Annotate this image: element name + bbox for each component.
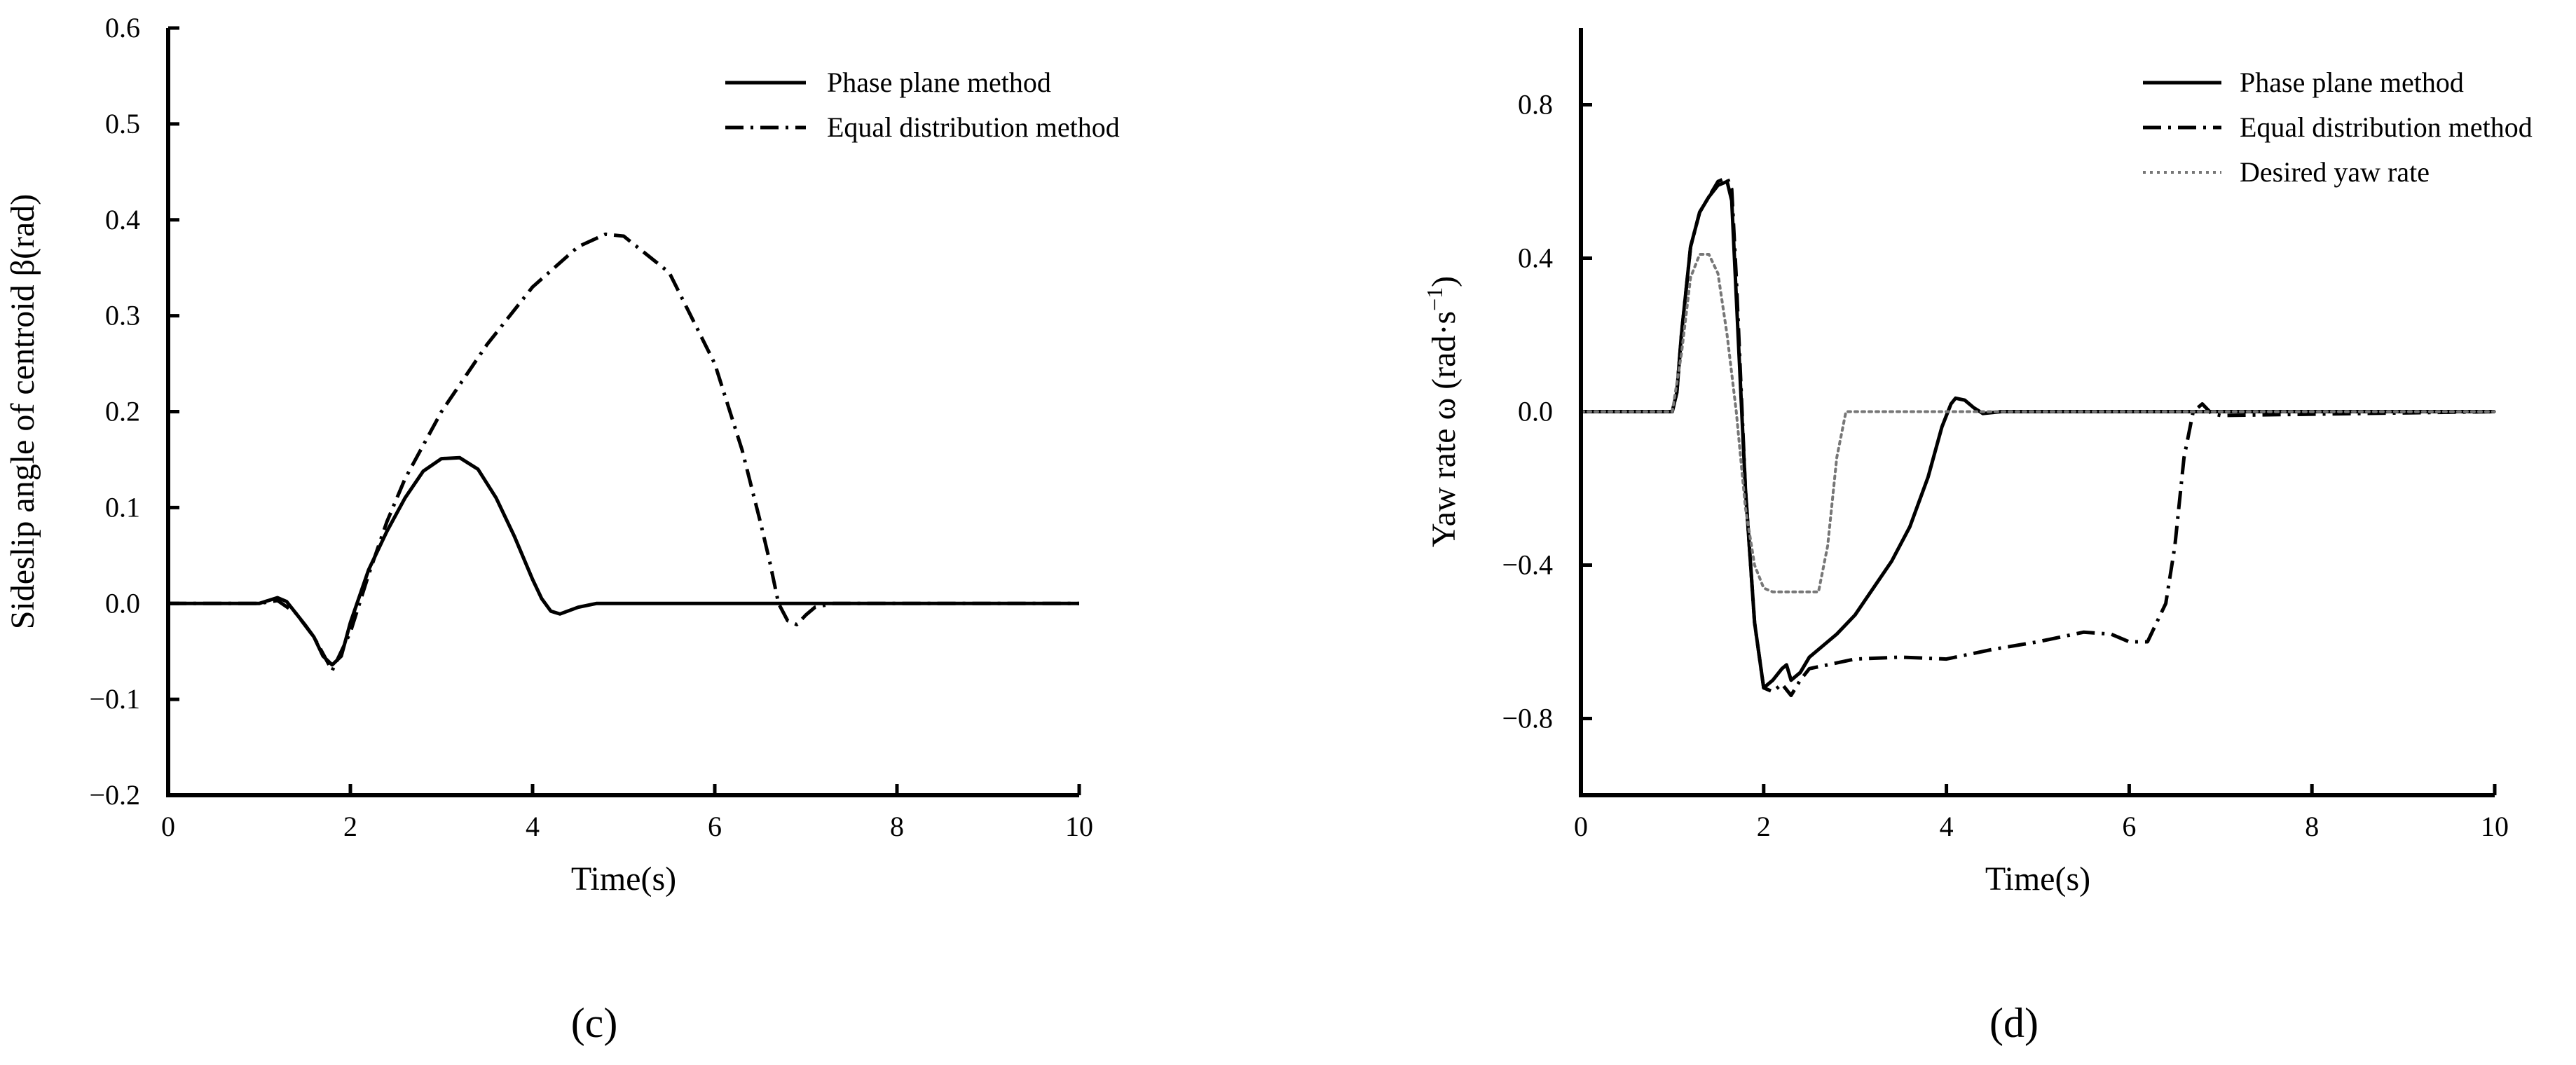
panel-c-x-tick-label: 8: [890, 811, 904, 842]
panel-c-x-tick-label: 0: [161, 811, 175, 842]
panel-d-legend: Phase plane method Equal distribution met…: [2143, 67, 2533, 188]
panel-d-legend-label: Equal distribution method: [2240, 111, 2533, 143]
panel-c-legend-label: Phase plane method: [827, 67, 1051, 98]
panel-c-series: [168, 232, 1079, 673]
panel-c-x-tick-label: 6: [708, 811, 722, 842]
panel-d-x-tick-label: 4: [1940, 811, 1954, 842]
panel-c-label: (c): [571, 1000, 618, 1046]
panel-d-x-tick-label: 0: [1574, 811, 1588, 842]
chart-panel-c: −0.2 −0.1 0.0 0.1 0.2 0.3 0.4 0.5 0.6 0 2 4 6 8 10 Tim…: [4, 12, 1120, 1046]
panel-c-x-axis-label: Time(s): [571, 860, 676, 898]
panel-c-x-tick-label: 4: [526, 811, 540, 842]
panel-d-x-tick-label: 6: [2122, 811, 2136, 842]
panel-d-label: (d): [1989, 1000, 2039, 1046]
chart-panel-d: −0.8 −0.4 0.0 0.4 0.8 0 2 4 6 8 10 Time(s) Yaw rat…: [1422, 28, 2533, 1046]
panel-c-legend-label: Equal distribution method: [827, 111, 1120, 143]
panel-d-x-tick-label: 10: [2481, 811, 2509, 842]
panel-c-legend: Phase plane method Equal distribution met…: [725, 67, 1120, 143]
panel-c-y-axis-label: Sideslip angle of centroid β(rad): [4, 194, 41, 630]
panel-d-y-tick-label: −0.8: [1502, 703, 1553, 734]
panel-d-y-axis-label-end: ): [1425, 276, 1462, 287]
panel-c-y-tick-label: 0.1: [105, 491, 140, 523]
panel-d-x-tick-label: 2: [1757, 811, 1771, 842]
panel-d-y-tick-label: −0.4: [1502, 549, 1553, 581]
panel-d-y-tick-label: 0.0: [1518, 396, 1553, 427]
panel-c-series-phase-plane-method: [168, 455, 1079, 667]
panel-d-x-axis-label: Time(s): [1985, 860, 2090, 898]
panel-c-y-tick-label: −0.2: [89, 779, 140, 811]
panel-d-series: [1580, 176, 2496, 698]
panel-c-y-tick-label: 0.2: [105, 396, 140, 427]
panel-d-series-desired-yaw-rate: [1580, 253, 2496, 593]
panel-d-y-axis-label-main: Yaw rate ω (rad·s: [1425, 311, 1462, 547]
panel-c-x-tick-label: 10: [1065, 811, 1093, 842]
panel-c-y-tick-label: 0.0: [105, 587, 140, 619]
panel-d-series-phase-plane-method: [1581, 179, 2495, 690]
panel-c-y-tick-label: 0.5: [105, 108, 140, 139]
panel-d-axes: [1579, 28, 2495, 797]
panel-c-y-tick-label: 0.4: [105, 204, 140, 235]
panel-d-legend-label: Phase plane method: [2240, 67, 2464, 98]
panel-d-x-tick-label: 8: [2305, 811, 2319, 842]
panel-c-x-tick-label: 2: [343, 811, 357, 842]
panel-d-legend-label: Desired yaw rate: [2240, 156, 2430, 188]
panel-c-axes: [166, 28, 1079, 797]
panel-c-ticks: −0.2 −0.1 0.0 0.1 0.2 0.3 0.4 0.5 0.6 0 2 4 6 8 10: [89, 12, 1093, 842]
panel-c-y-tick-label: 0.3: [105, 300, 140, 331]
panel-d-series-equal-distribution-method: [1581, 176, 2495, 698]
panel-d-y-tick-label: 0.4: [1518, 242, 1553, 274]
panel-d-ticks: −0.8 −0.4 0.0 0.4 0.8 0 2 4 6 8 10: [1502, 89, 2509, 843]
panel-d-y-axis-label: Yaw rate ω (rad·s−1): [1422, 276, 1462, 547]
panel-d-y-tick-label: 0.8: [1518, 89, 1553, 121]
panel-c-y-tick-label: −0.1: [89, 683, 140, 715]
panel-d-y-axis-label-sup: −1: [1422, 287, 1447, 311]
panel-c-series-equal-distribution-method: [168, 232, 1079, 673]
panel-c-y-tick-label: 0.6: [105, 12, 140, 43]
